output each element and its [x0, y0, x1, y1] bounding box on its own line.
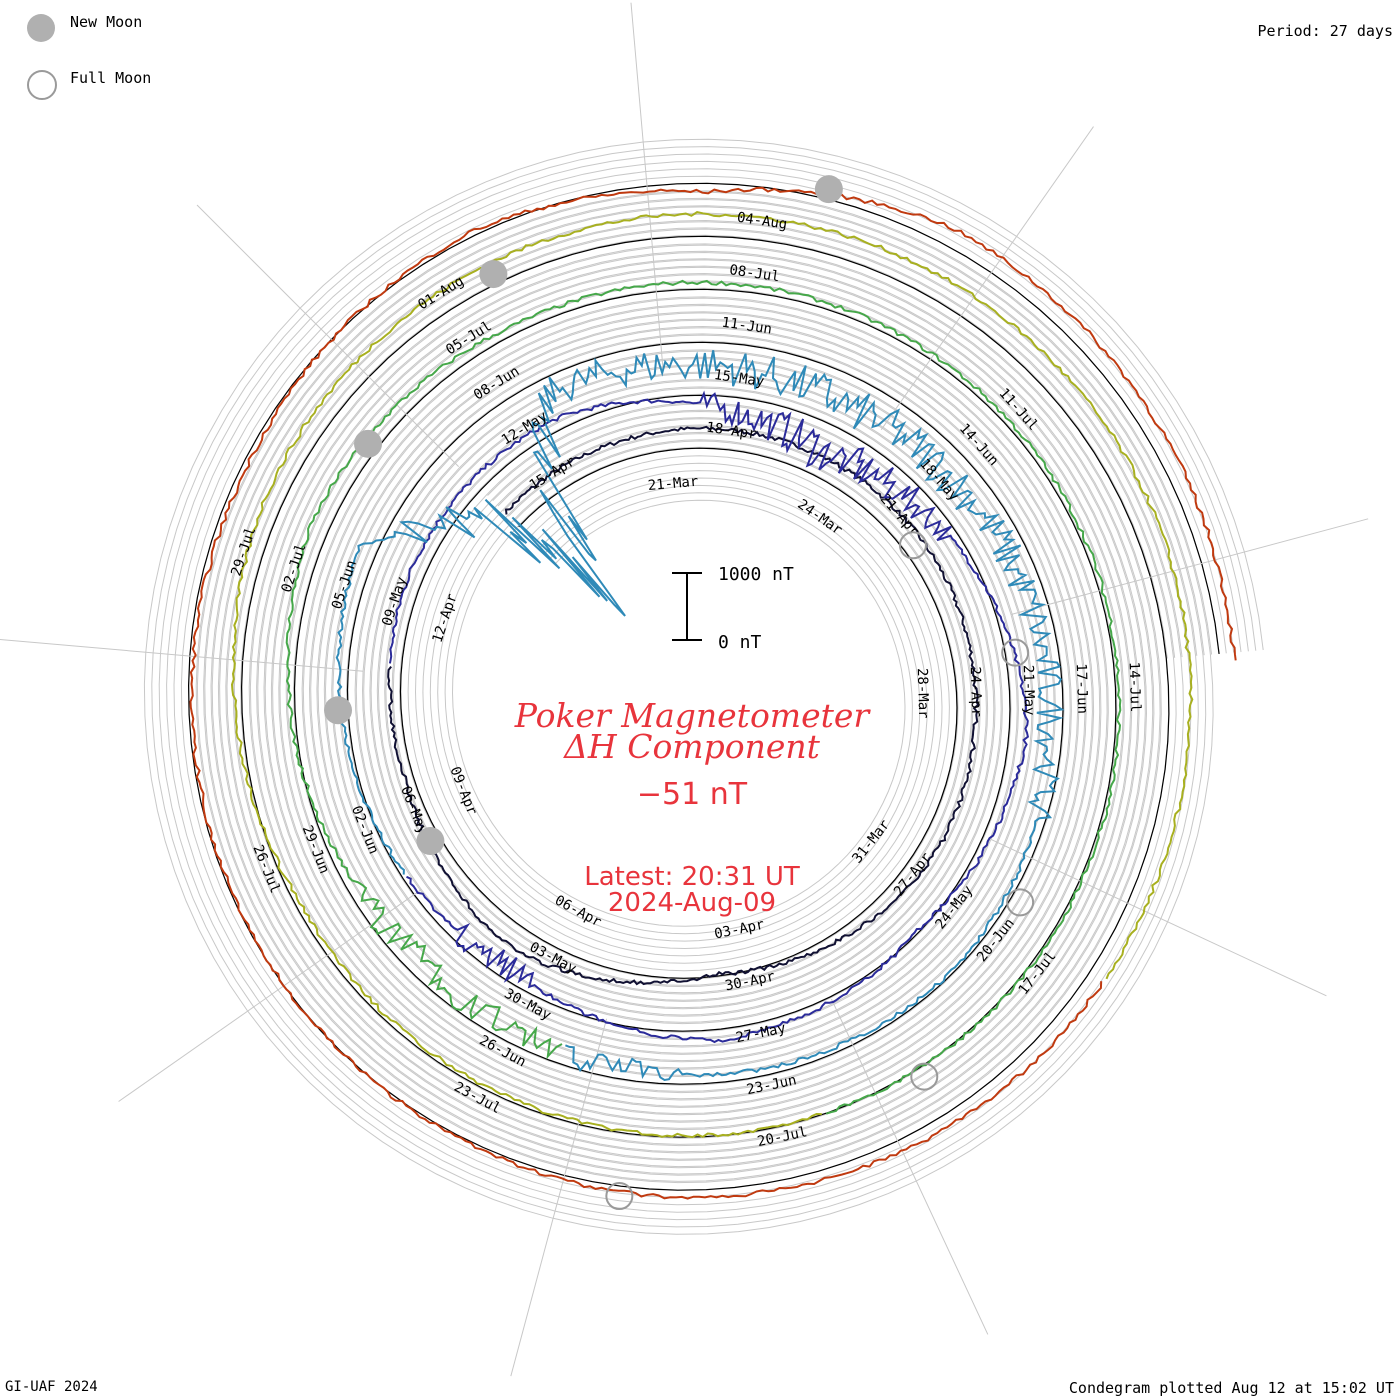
grid-spoke — [1010, 518, 1369, 616]
series-trace — [189, 186, 1237, 1200]
footer-credit: GI-UAF 2024 — [5, 1379, 98, 1395]
period-label: Period: 27 days — [1257, 22, 1393, 40]
grid-spoke — [0, 638, 364, 672]
date-label: 11-Jun — [721, 315, 773, 338]
grid-ring — [210, 205, 1198, 1169]
new-moon-marker — [479, 260, 508, 289]
grid-ring — [166, 160, 1242, 1213]
full-moon-legend-label: Full Moon — [70, 69, 152, 87]
moon-phase-markers — [324, 175, 1035, 1211]
footer-plot-time: Condegram plotted Aug 12 at 15:02 UT — [1068, 1379, 1394, 1397]
grid-ring — [143, 138, 1264, 1235]
series-trace — [387, 425, 980, 986]
grid-spoke — [118, 888, 422, 1102]
grid-ring — [217, 212, 1190, 1161]
date-label: 17-Jun — [1073, 663, 1090, 714]
series-trace — [285, 279, 1122, 1115]
grid-ring — [195, 190, 1213, 1184]
grid-ring — [173, 168, 1235, 1206]
date-label: 24-Apr — [967, 666, 984, 717]
date-label: 14-Jul — [1126, 662, 1143, 713]
grid-spoke — [990, 839, 1327, 997]
date-label: 09-Apr — [446, 764, 480, 817]
scale-bar: 1000 nT 0 nT — [672, 564, 794, 653]
grid-ring — [151, 146, 1257, 1228]
date-label: 15-May — [713, 367, 765, 390]
grid-spoke — [196, 204, 460, 468]
grid-rings — [143, 138, 1264, 1235]
date-label: 28-Mar — [914, 668, 931, 719]
series-trace — [335, 350, 1065, 1082]
date-label: 21-May — [1020, 665, 1037, 716]
title-line-1: Poker Magnetometer — [514, 696, 872, 735]
grid-spoke — [630, 2, 664, 372]
grid-spokes — [0, 2, 1369, 1377]
date-label: 08-Jul — [728, 262, 780, 285]
title-line-2: ΔH Component — [562, 727, 821, 766]
date-label: 23-Jun — [745, 1072, 798, 1098]
title-block: Poker Magnetometer ΔH Component −51 nT L… — [514, 696, 872, 918]
full-moon-marker — [1006, 888, 1035, 917]
grid-spoke — [880, 126, 1094, 430]
grid-ring — [232, 227, 1176, 1147]
latest-date: 2024-Aug-09 — [608, 888, 776, 918]
date-label: 04-Aug — [736, 210, 788, 233]
full-moon-marker — [1001, 638, 1030, 667]
date-label: 24-Mar — [794, 496, 845, 538]
new-moon-legend-icon — [27, 14, 55, 42]
latest-time: Latest: 20:31 UT — [584, 862, 800, 892]
new-moon-marker — [324, 696, 353, 725]
current-value: −51 nT — [637, 777, 748, 812]
series-trace — [230, 211, 1194, 1139]
date-label: 27-May — [734, 1020, 787, 1046]
full-moon-legend-icon — [27, 70, 57, 100]
new-moon-legend-label: New Moon — [70, 13, 143, 31]
grid-spoke — [831, 998, 989, 1335]
grid-spoke — [510, 1018, 608, 1377]
new-moon-marker — [814, 175, 843, 204]
date-label: 21-Mar — [647, 474, 699, 494]
scale-bar-bottom-label: 0 nT — [718, 632, 762, 653]
full-moon-marker — [910, 1062, 939, 1091]
scale-bar-top-label: 1000 nT — [718, 564, 794, 585]
grid-ring — [203, 197, 1205, 1176]
data-series — [189, 186, 1237, 1200]
new-moon-marker — [416, 827, 445, 856]
base-spiral — [187, 182, 1220, 1191]
date-label: 18-Apr — [705, 419, 757, 442]
grid-ring — [180, 175, 1227, 1198]
date-label: 30-Apr — [724, 969, 777, 995]
full-moon-marker — [898, 531, 927, 560]
new-moon-marker — [354, 429, 383, 458]
grid-ring — [158, 153, 1249, 1221]
series-trace — [388, 390, 1030, 1044]
date-label: 03-Apr — [713, 917, 766, 943]
grid-ring — [225, 219, 1183, 1154]
full-moon-marker — [605, 1182, 634, 1211]
